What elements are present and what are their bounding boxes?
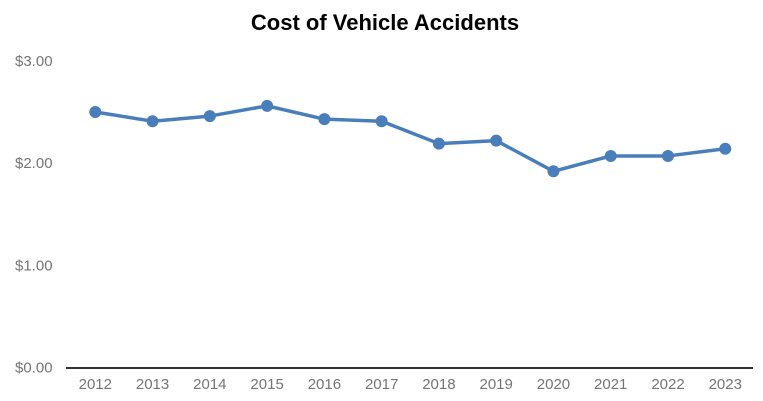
y-axis-tick-labels: $0.00 $1.00 $2.00 $3.00 <box>15 53 53 377</box>
data-point <box>318 113 331 126</box>
data-point <box>604 149 617 162</box>
data-point <box>203 110 216 123</box>
x-axis-tick-label: 2017 <box>365 376 398 393</box>
data-point <box>89 106 102 118</box>
x-axis-tick-label: 2022 <box>651 376 684 393</box>
y-axis-tick-label: $3.00 <box>15 53 53 70</box>
data-point <box>375 115 388 128</box>
x-axis-tick-label: 2018 <box>422 376 455 393</box>
x-axis-tick-label: 2012 <box>79 376 112 393</box>
x-axis-tick-label: 2019 <box>480 376 513 393</box>
y-axis-tick-label: $0.00 <box>15 360 53 377</box>
y-axis-tick-label: $1.00 <box>15 257 53 274</box>
data-line <box>93 104 728 174</box>
x-axis-tick-label: 2016 <box>308 376 341 393</box>
x-axis-tick-label: 2015 <box>250 376 283 393</box>
x-axis-tick-labels: 2012 2013 2014 2015 2016 2017 2018 2019 2020 2021… <box>79 376 742 393</box>
x-axis-tick-label: 2014 <box>193 376 226 393</box>
data-point <box>261 99 274 112</box>
data-point <box>490 134 503 147</box>
data-point <box>547 165 560 178</box>
data-point <box>662 149 674 162</box>
x-axis-tick-label: 2013 <box>136 376 169 393</box>
data-point <box>432 137 445 150</box>
y-axis-tick-label: $2.00 <box>15 155 53 172</box>
data-point <box>719 142 732 155</box>
x-axis-tick-label: 2020 <box>537 376 570 393</box>
chart-title: Cost of Vehicle Accidents <box>251 10 519 35</box>
data-points <box>89 99 732 178</box>
x-axis-tick-label: 2023 <box>709 376 742 393</box>
data-point <box>146 115 159 128</box>
x-axis-tick-label: 2021 <box>594 376 627 393</box>
